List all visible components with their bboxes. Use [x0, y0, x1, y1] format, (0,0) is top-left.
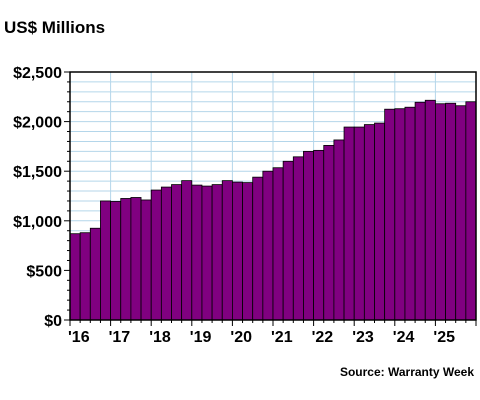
x-tick-label: '23 — [352, 329, 374, 346]
bar — [455, 105, 467, 321]
bar — [262, 170, 274, 321]
bar — [221, 180, 233, 321]
bar — [303, 150, 315, 321]
axes — [64, 71, 477, 326]
x-tick-label: '22 — [312, 329, 334, 346]
x-tick-label: '21 — [271, 329, 293, 346]
y-tick-label: $0 — [44, 313, 62, 330]
y-tick-label: $1,500 — [13, 164, 62, 181]
bar — [272, 167, 284, 321]
x-tick-labels: '16 '17 '18 '19 '20 '21 '22 '23 '24 '25 — [68, 329, 455, 346]
bar — [89, 227, 101, 321]
x-tick-label: '20 — [230, 329, 252, 346]
bar — [242, 182, 254, 321]
source-note: Source: Warranty Week — [339, 365, 474, 379]
bar — [282, 160, 294, 321]
bar — [313, 149, 325, 321]
bar — [120, 198, 132, 321]
bar — [252, 176, 264, 321]
bar — [424, 99, 436, 321]
bar — [465, 101, 477, 321]
bar — [140, 199, 152, 321]
bar — [130, 197, 142, 321]
chart-title: US$ Millions — [4, 18, 106, 37]
bar — [110, 201, 122, 321]
bar — [69, 233, 81, 321]
bar — [394, 108, 406, 321]
x-tick-label: '24 — [393, 329, 415, 346]
y-tick-label: $500 — [26, 263, 62, 280]
bar — [333, 139, 345, 321]
bar — [201, 185, 213, 321]
x-tick-label: '18 — [149, 329, 171, 346]
bar — [211, 184, 223, 321]
bar — [353, 126, 365, 321]
y-tick-label: $2,500 — [13, 65, 62, 82]
bar — [363, 124, 375, 321]
bar — [323, 145, 335, 321]
bar — [79, 232, 91, 321]
x-tick-label: '19 — [190, 329, 212, 346]
y-tick-label: $1,000 — [13, 214, 62, 231]
bar — [374, 122, 386, 321]
bar — [445, 102, 457, 321]
bar — [150, 189, 162, 321]
bar — [384, 108, 396, 321]
bars — [69, 99, 477, 321]
bar — [292, 156, 304, 321]
x-tick-label: '17 — [109, 329, 131, 346]
bar — [434, 103, 446, 321]
bar — [181, 180, 193, 321]
bar — [100, 200, 111, 321]
bar — [404, 106, 416, 321]
bar — [231, 181, 243, 321]
x-tick-label: '25 — [433, 329, 455, 346]
y-tick-labels: $0 $500 $1,000 $1,500 $2,000 $2,500 — [13, 65, 62, 330]
bar — [160, 186, 172, 321]
bar — [171, 184, 183, 321]
y-tick-label: $2,000 — [13, 115, 62, 132]
bar — [343, 126, 355, 321]
x-tick-label: '16 — [68, 329, 90, 346]
bar — [191, 184, 203, 321]
bar — [414, 101, 426, 321]
